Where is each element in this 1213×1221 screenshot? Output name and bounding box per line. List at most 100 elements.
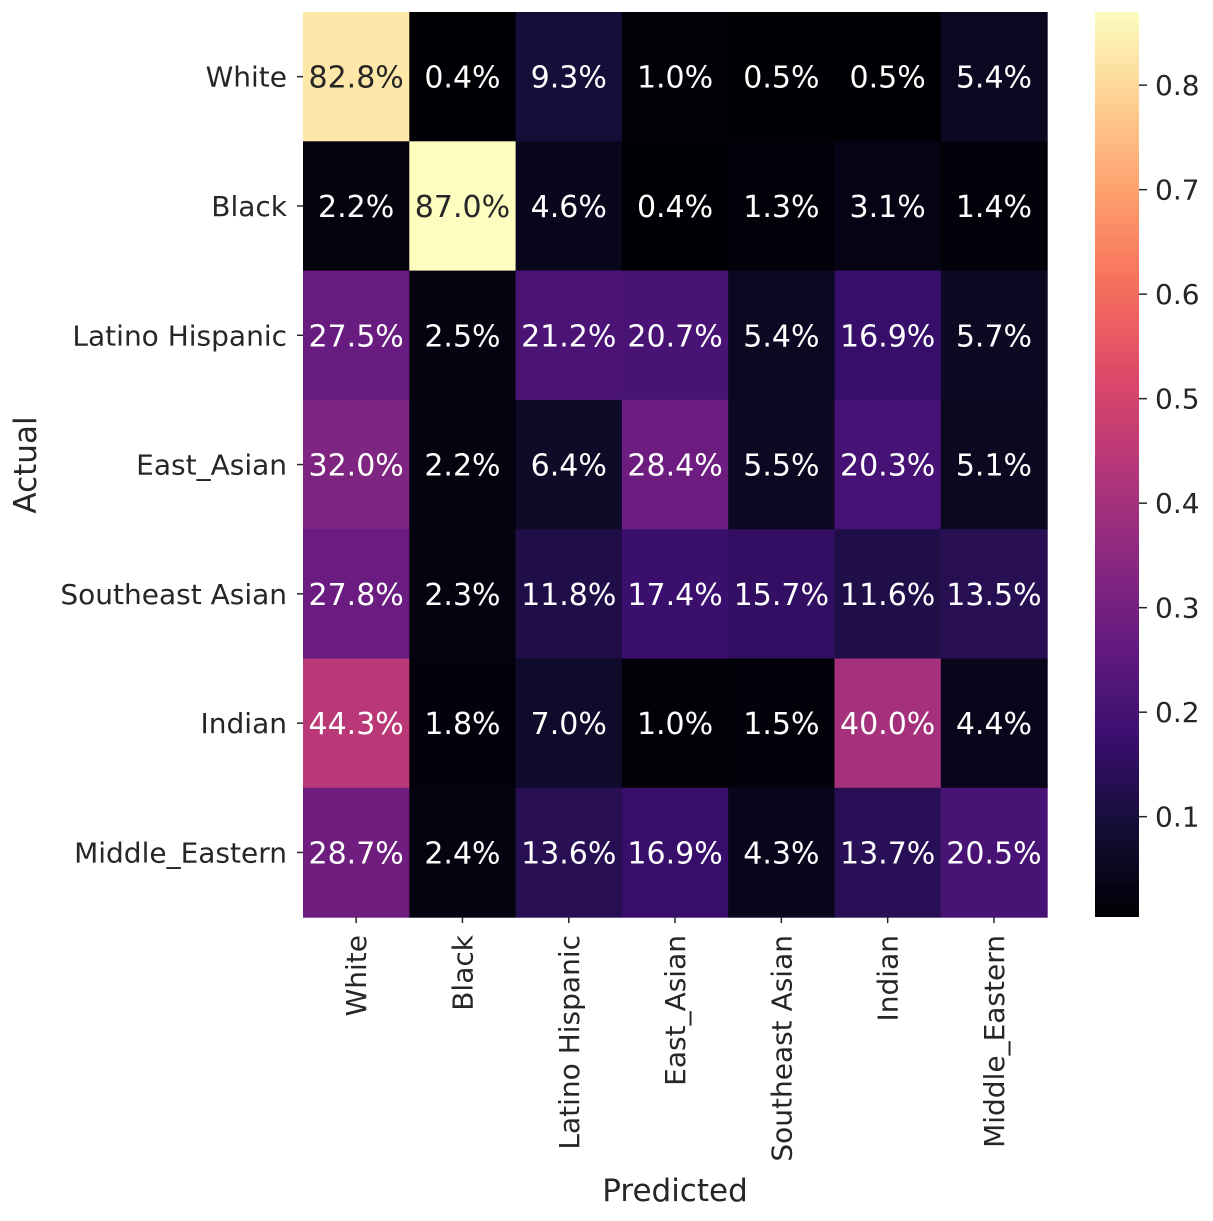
cell-value-label: 20.7% — [627, 319, 722, 354]
heatmap-cell — [940, 12, 1048, 142]
heatmap-cell — [303, 529, 410, 660]
cell-value-label: 11.8% — [521, 578, 616, 613]
heatmap-cell — [834, 141, 942, 272]
cell-value-label: 1.3% — [743, 190, 819, 225]
x-axis-label: Predicted — [602, 1173, 748, 1209]
y-tick-label: Southeast Asian — [60, 578, 287, 611]
y-tick-label: Black — [211, 190, 288, 223]
heatmap-cell — [303, 141, 410, 272]
heatmap-cell — [834, 12, 942, 142]
heatmap-cell — [834, 270, 942, 401]
cell-value-label: 20.5% — [946, 836, 1041, 871]
cell-value-label: 5.7% — [956, 319, 1032, 354]
colorbar-tick-label: 0.4 — [1155, 487, 1200, 520]
colorbar-tick-label: 0.1 — [1155, 801, 1200, 834]
colorbar-ticks: 0.1 0.2 0.3 0.4 0.5 0.6 0.7 0.8 — [1139, 69, 1200, 834]
colorbar-tick-label: 0.2 — [1155, 696, 1200, 729]
heatmap-cell — [940, 141, 1048, 272]
cell-value-label: 1.8% — [424, 707, 500, 742]
heatmap-cell — [728, 141, 836, 272]
x-tick-label: Southeast Asian — [765, 935, 798, 1162]
heatmap-cell — [303, 399, 410, 530]
cell-value-label: 40.0% — [840, 707, 935, 742]
cell-value-label: 27.8% — [308, 578, 403, 613]
cell-value-label: 32.0% — [308, 449, 403, 484]
y-tick-label: Latino Hispanic — [72, 319, 287, 352]
heatmap-cell — [303, 787, 410, 918]
cell-value-label: 16.9% — [627, 836, 722, 871]
heatmap-cell — [621, 399, 729, 530]
heatmap-cell — [409, 529, 517, 660]
heatmap-cell — [515, 658, 623, 789]
heatmap-cells — [303, 12, 1048, 918]
heatmap-cell — [621, 270, 729, 401]
cell-value-label: 2.2% — [424, 449, 500, 484]
cell-value-label: 0.5% — [743, 61, 819, 96]
heatmap-cell — [303, 12, 410, 142]
y-tick-label: East_Asian — [136, 449, 287, 482]
cell-value-label: 28.4% — [627, 449, 722, 484]
x-tick-label: Black — [446, 934, 479, 1011]
heatmap-cell — [728, 529, 836, 660]
heatmap-cell — [409, 12, 517, 142]
heatmap-cell — [728, 658, 836, 789]
x-tick-label: Middle_Eastern — [978, 935, 1011, 1148]
heatmap-cell — [303, 658, 410, 789]
colorbar-tick-label: 0.8 — [1155, 69, 1200, 102]
colorbar-tick-label: 0.6 — [1155, 278, 1200, 311]
y-tick-label: Middle_Eastern — [74, 836, 287, 869]
cell-value-label: 7.0% — [531, 707, 607, 742]
colorbar — [1095, 12, 1139, 917]
cell-value-label: 13.6% — [521, 836, 616, 871]
heatmap-cell — [621, 529, 729, 660]
colorbar-tick-label: 0.3 — [1155, 592, 1200, 625]
cell-value-label: 82.8% — [308, 61, 403, 96]
heatmap-cell — [515, 787, 623, 918]
cell-value-label: 87.0% — [415, 190, 510, 225]
cell-value-label: 4.4% — [956, 707, 1032, 742]
cell-value-label: 2.2% — [318, 190, 394, 225]
heatmap-cell — [834, 787, 942, 918]
cell-value-label: 21.2% — [521, 319, 616, 354]
cell-value-label: 11.6% — [840, 578, 935, 613]
y-axis-tick-labels: White Black Latino Hispanic East_Asian South… — [60, 61, 303, 869]
heatmap-cell — [515, 12, 623, 142]
heatmap-cell — [621, 141, 729, 272]
x-tick-label: Latino Hispanic — [553, 935, 586, 1150]
heatmap-cell — [728, 12, 836, 142]
heatmap-cell — [940, 787, 1048, 918]
cell-value-label: 5.4% — [956, 61, 1032, 96]
cell-value-label: 15.7% — [734, 578, 829, 613]
cell-value-label: 1.5% — [743, 707, 819, 742]
heatmap-cell — [409, 787, 517, 918]
cell-value-label: 0.4% — [424, 61, 500, 96]
heatmap-cell — [728, 787, 836, 918]
cell-value-label: 6.4% — [531, 449, 607, 484]
cell-value-label: 27.5% — [308, 319, 403, 354]
heatmap-cell — [728, 399, 836, 530]
cell-value-label: 2.5% — [424, 319, 500, 354]
cell-value-label: 17.4% — [627, 578, 722, 613]
heatmap-cell — [621, 787, 729, 918]
heatmap-cell — [621, 12, 729, 142]
cell-value-label: 5.5% — [743, 449, 819, 484]
x-tick-label: East_Asian — [659, 935, 692, 1086]
cell-value-label: 44.3% — [308, 707, 403, 742]
x-axis-tick-labels: White Black Latino Hispanic East_Asian South… — [340, 917, 1011, 1162]
heatmap-cell — [303, 270, 410, 401]
cell-value-label: 9.3% — [531, 61, 607, 96]
cell-value-label: 13.7% — [840, 836, 935, 871]
heatmap-cell — [621, 658, 729, 789]
heatmap-cell — [409, 399, 517, 530]
cell-value-label: 13.5% — [946, 578, 1041, 613]
heatmap-cell — [940, 270, 1048, 401]
heatmap-cell — [409, 270, 517, 401]
colorbar-tick-label: 0.7 — [1155, 174, 1200, 207]
cell-value-label: 1.4% — [956, 190, 1032, 225]
heatmap-cell — [515, 399, 623, 530]
cell-value-label: 4.3% — [743, 836, 819, 871]
cell-value-label: 16.9% — [840, 319, 935, 354]
heatmap-cell — [728, 270, 836, 401]
y-tick-label: White — [206, 61, 287, 94]
